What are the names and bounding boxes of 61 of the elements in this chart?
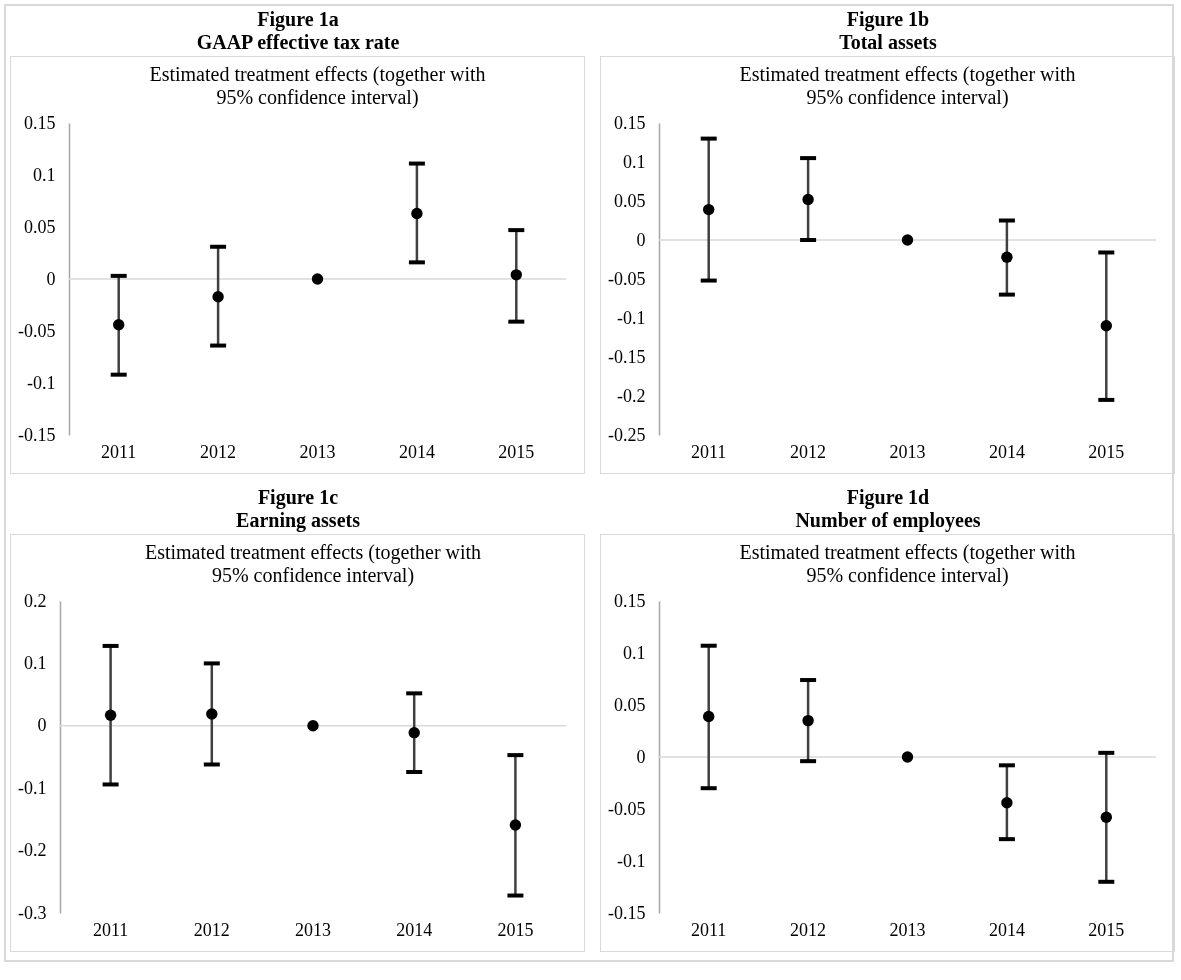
x-tick-label: 2014: [988, 441, 1025, 462]
x-tick-label: 2014: [398, 441, 435, 462]
y-tick-label: -0.2: [617, 385, 646, 406]
y-tick-label: -0.25: [608, 424, 646, 445]
x-tick-label: 2012: [790, 919, 827, 940]
x-tick-label: 2012: [200, 441, 237, 462]
x-tick-label: 2015: [497, 919, 534, 940]
text: Estimated treatment effects (together with 95% confidence interval): [739, 63, 1076, 109]
y-tick-label: -0.05: [608, 798, 646, 819]
x-tick-label: 2014: [396, 919, 433, 940]
x-tick-label: 2011: [691, 441, 727, 462]
x-tick-label: 2011: [101, 441, 137, 462]
x-tick-label: 2015: [498, 441, 535, 462]
y-tick-label: 0.05: [614, 190, 646, 211]
y-tick-label: 0.15: [614, 590, 646, 611]
y-tick-label: -0.05: [608, 268, 646, 289]
y-tick-label: 0.2: [24, 590, 47, 611]
y-tick-label: -0.1: [617, 850, 646, 871]
x-tick-label: 2015: [1088, 919, 1125, 940]
y-tick-label: 0.05: [24, 216, 56, 237]
y-tick-label: -0.2: [18, 840, 47, 861]
y-tick-label: 0: [636, 746, 646, 767]
chart-subtitle: Earning assets: [235, 509, 361, 532]
chart-title: Figure 1d: [845, 486, 931, 509]
y-tick-label: 0: [37, 715, 47, 736]
y-tick-label: -0.15: [18, 424, 56, 445]
x-tick-label: 2012: [790, 441, 827, 462]
y-tick-label: 0.15: [614, 112, 646, 133]
chart-title: Figure 1b: [845, 8, 931, 31]
chart-title: Figure 1c: [256, 486, 340, 509]
text: Estimated treatment effects (together with 95% confidence interval): [149, 63, 486, 109]
y-tick-label: 0.1: [33, 164, 56, 185]
y-tick-label: -0.05: [18, 320, 56, 341]
x-tick-label: 2011: [92, 919, 129, 940]
x-tick-label: 2013: [889, 441, 926, 462]
y-tick-label: -0.15: [608, 346, 646, 367]
y-tick-label: 0: [636, 229, 646, 250]
x-tick-label: 2013: [299, 441, 336, 462]
x-tick-label: 2014: [988, 919, 1025, 940]
chart-subtitle: Total assets: [838, 31, 938, 54]
y-tick-label: 0.05: [614, 694, 646, 715]
x-tick-label: 2012: [193, 919, 230, 940]
y-tick-label: -0.15: [608, 902, 646, 923]
y-tick-label: -0.1: [27, 372, 56, 393]
y-tick-label: 0.15: [24, 112, 56, 133]
y-tick-label: -0.1: [617, 307, 646, 328]
y-tick-label: 0: [46, 268, 56, 289]
chart-subtitle: Number of employees: [794, 509, 982, 532]
y-tick-label: 0.1: [24, 652, 47, 673]
chart-subtitle: GAAP effective tax rate: [195, 31, 401, 54]
x-tick-label: 2015: [1088, 441, 1125, 462]
x-tick-label: 2013: [889, 919, 926, 940]
chart-title: Figure 1a: [256, 8, 340, 31]
y-tick-label: -0.3: [18, 902, 47, 923]
x-tick-label: 2013: [295, 919, 331, 940]
text: Estimated treatment effects (together with 95% confidence interval): [739, 541, 1076, 587]
x-tick-label: 2011: [691, 919, 727, 940]
y-tick-label: 0.1: [623, 642, 646, 663]
y-tick-label: 0.1: [623, 151, 646, 172]
text: Estimated treatment effects (together with 95% confidence interval): [144, 541, 482, 587]
y-tick-label: -0.1: [18, 777, 47, 798]
